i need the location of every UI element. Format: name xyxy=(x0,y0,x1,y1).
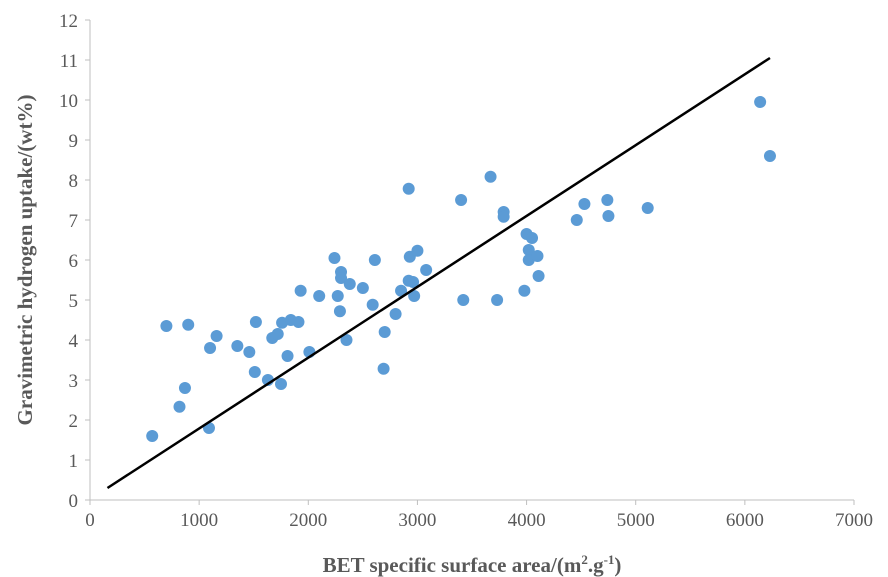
data-point xyxy=(340,334,353,346)
data-point xyxy=(389,308,402,320)
y-tick-label: 5 xyxy=(69,291,79,312)
data-point xyxy=(178,382,191,394)
data-point xyxy=(313,290,326,302)
y-tick-label: 2 xyxy=(69,411,79,432)
data-point xyxy=(377,362,390,375)
y-tick-label: 0 xyxy=(69,491,79,512)
data-point xyxy=(518,284,531,297)
data-point xyxy=(328,252,341,264)
data-point xyxy=(281,350,294,362)
x-tick-label: 0 xyxy=(85,510,95,531)
data-points xyxy=(146,96,776,442)
data-point xyxy=(271,328,284,340)
data-point xyxy=(532,270,545,282)
data-point xyxy=(408,290,421,302)
x-axis-title-end: ) xyxy=(614,553,621,577)
trendline xyxy=(106,56,771,490)
x-axis-title: BET specific surface area/(m2.g-1) xyxy=(323,552,622,577)
x-tick-label: 1000 xyxy=(180,510,218,531)
data-point xyxy=(249,316,262,328)
data-point xyxy=(231,340,244,352)
data-point xyxy=(491,294,504,306)
data-point xyxy=(275,378,287,390)
data-point xyxy=(497,210,510,223)
data-point xyxy=(210,330,223,342)
data-point xyxy=(395,284,408,297)
x-tick-label: 4000 xyxy=(508,510,546,531)
y-tick-label: 8 xyxy=(69,171,79,192)
data-point xyxy=(173,400,186,413)
data-point xyxy=(601,194,614,206)
x-axis-title-mid: .g xyxy=(588,553,604,577)
data-point xyxy=(522,244,535,256)
data-point xyxy=(331,290,344,302)
x-axis-title-sup1: 2 xyxy=(581,552,588,567)
data-point xyxy=(641,202,654,214)
data-point xyxy=(160,320,173,332)
y-axis-title: Gravimetric hydrogen uptake/(wt%) xyxy=(13,95,37,426)
data-point xyxy=(204,342,217,354)
data-point xyxy=(292,316,305,328)
y-tick-label: 11 xyxy=(60,51,78,72)
y-tick-label: 6 xyxy=(69,251,79,272)
data-point xyxy=(526,232,539,244)
data-point xyxy=(146,430,159,442)
y-tick-label: 7 xyxy=(69,211,79,232)
y-tick-label: 10 xyxy=(59,91,78,112)
data-point xyxy=(578,198,591,210)
data-point xyxy=(763,150,776,162)
data-point xyxy=(294,284,307,297)
y-tick-label: 9 xyxy=(69,131,79,152)
x-tick-labels: 0 1000 2000 3000 4000 5000 6000 7000 xyxy=(85,500,873,531)
data-point xyxy=(407,276,420,288)
data-point xyxy=(248,366,261,378)
data-point xyxy=(754,96,767,108)
data-point xyxy=(455,194,468,206)
x-tick-label: 6000 xyxy=(726,510,764,531)
data-point xyxy=(182,318,195,331)
data-point xyxy=(343,278,356,290)
data-point xyxy=(411,244,424,257)
data-point xyxy=(602,210,615,222)
data-point xyxy=(420,264,433,276)
data-point xyxy=(402,182,415,195)
x-tick-label: 7000 xyxy=(835,510,873,531)
y-tick-label: 1 xyxy=(69,451,79,472)
data-point xyxy=(356,282,369,294)
data-point xyxy=(333,305,346,318)
x-tick-label: 2000 xyxy=(289,510,327,531)
data-point xyxy=(378,326,391,338)
x-tick-label: 3000 xyxy=(398,510,436,531)
data-point xyxy=(484,170,497,183)
y-tick-label: 4 xyxy=(69,331,79,352)
data-point xyxy=(531,250,544,262)
y-tick-label: 12 xyxy=(59,11,78,32)
data-point xyxy=(368,254,381,266)
x-axis-title-sup2: -1 xyxy=(604,552,615,567)
data-point xyxy=(570,214,583,226)
y-tick-label: 3 xyxy=(69,371,79,392)
data-point xyxy=(366,298,379,311)
data-point xyxy=(243,346,256,358)
data-point xyxy=(335,272,348,284)
data-point xyxy=(457,294,470,306)
x-tick-label: 5000 xyxy=(617,510,655,531)
